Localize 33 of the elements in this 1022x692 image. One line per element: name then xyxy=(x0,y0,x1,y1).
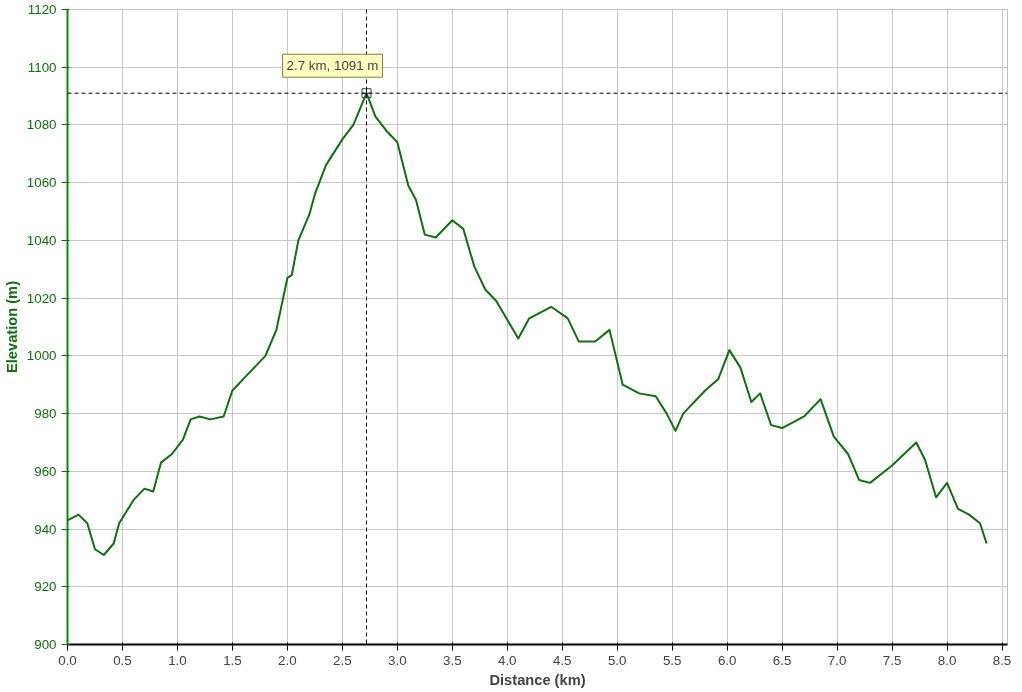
y-tick-label: 1080 xyxy=(26,117,57,133)
x-tick-label: 5.0 xyxy=(607,652,627,668)
y-tick-label: 960 xyxy=(34,463,57,479)
x-tick-label: 0.5 xyxy=(113,652,132,668)
x-tick-label: 8.5 xyxy=(992,652,1012,668)
x-tick-label: 3.5 xyxy=(443,652,462,668)
y-tick-label: 1040 xyxy=(26,232,57,248)
y-tick-label: 1020 xyxy=(26,290,57,306)
y-tick-label: 900 xyxy=(34,637,57,652)
x-axis-title: Distance (km) xyxy=(489,671,586,688)
x-tick-label: 4.5 xyxy=(552,652,572,668)
y-tick-label: 1100 xyxy=(27,59,57,75)
x-tick-label: 1.5 xyxy=(223,652,242,668)
y-tick-label: 1120 xyxy=(27,2,57,17)
y-tick-label: 1060 xyxy=(26,175,57,191)
x-tick-label: 6.0 xyxy=(717,652,737,668)
annotation: 2.7 km, 1091 m xyxy=(286,58,379,74)
x-tick-label: 7.0 xyxy=(827,652,847,668)
x-tick-label: 5.5 xyxy=(662,652,682,668)
x-tick-label: 6.5 xyxy=(772,652,792,668)
x-tick-label: 2.5 xyxy=(333,652,352,668)
x-tick-label: 3.0 xyxy=(388,652,407,668)
x-tick-label: 2.0 xyxy=(278,652,297,668)
x-tick-label: 0.0 xyxy=(58,652,77,668)
x-tick-label: 7.5 xyxy=(882,652,902,668)
y-tick-label: 920 xyxy=(34,579,57,595)
x-tick-label: 8.0 xyxy=(937,652,957,668)
y-tick-label: 940 xyxy=(34,521,57,537)
x-tick-label: 1.0 xyxy=(168,652,187,668)
y-tick-label: 980 xyxy=(34,406,57,422)
y-tick-label: 1000 xyxy=(26,348,57,364)
y-axis-title: Elevation (m) xyxy=(3,280,20,374)
x-tick-label: 4.0 xyxy=(498,652,517,668)
